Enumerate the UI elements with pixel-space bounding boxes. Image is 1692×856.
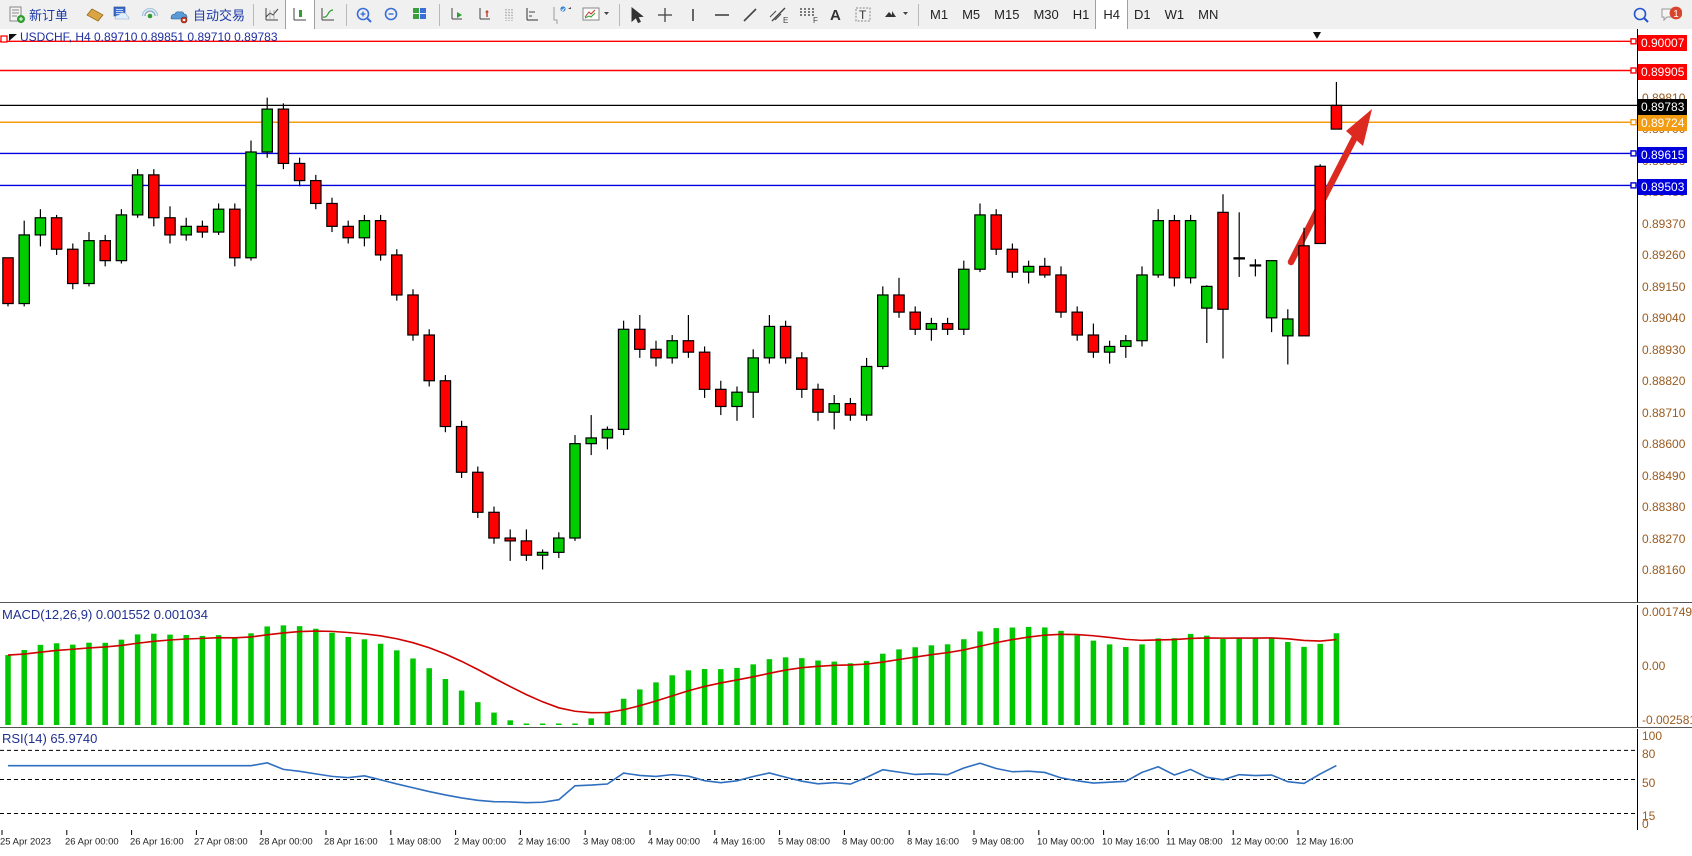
svg-text:F: F	[813, 16, 818, 24]
svg-text:E: E	[783, 16, 788, 24]
svg-text:A: A	[830, 7, 841, 24]
svg-text:1: 1	[1673, 9, 1679, 20]
svg-text:T: T	[859, 8, 867, 22]
